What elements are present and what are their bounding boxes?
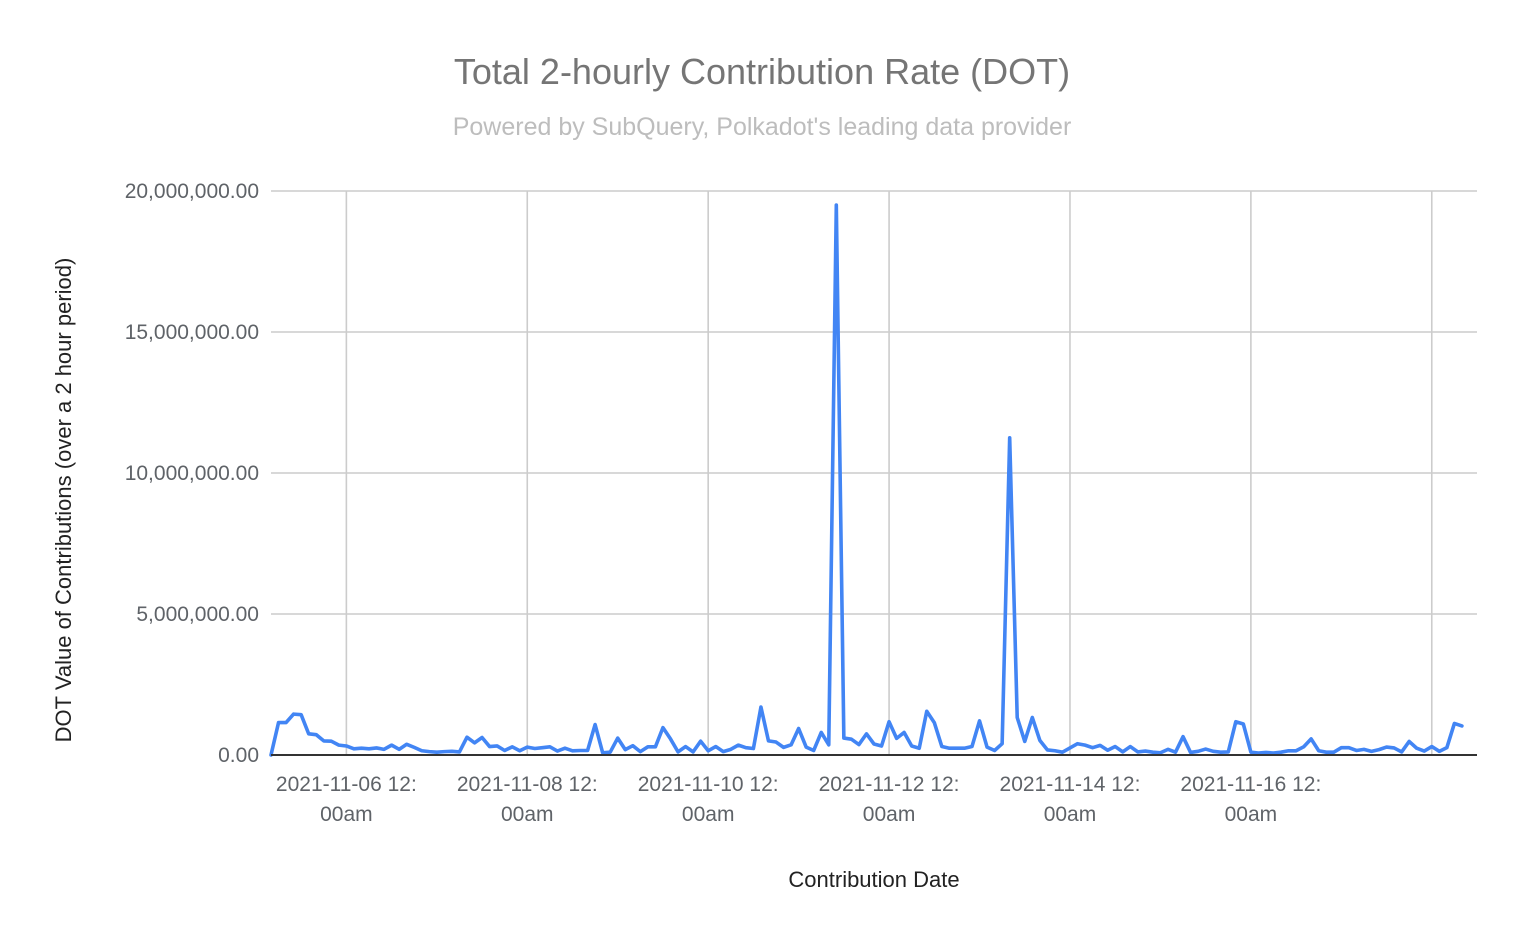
y-tick-label: 0.00 <box>218 744 259 767</box>
x-tick-label-line: 2021-11-10 12: <box>638 773 779 796</box>
y-axis-title: DOT Value of Contributions (over a 2 hou… <box>51 258 76 743</box>
x-tick-label-line: 00am <box>1225 803 1278 826</box>
x-axis-title: Contribution Date <box>788 867 959 892</box>
x-tick-label: 2021-11-16 12: 00am <box>1180 773 1321 826</box>
x-tick-label: 2021-11-06 12: 00am <box>276 773 417 826</box>
chart-title: Total 2-hourly Contribution Rate (DOT) <box>454 51 1070 92</box>
series-layer <box>269 203 1464 757</box>
x-tick-label-line: 00am <box>501 803 554 826</box>
y-tick-label: 10,000,000.00 <box>125 462 259 485</box>
x-tick-label-line: 2021-11-16 12: <box>1180 773 1321 796</box>
x-tick-label: 2021-11-12 12: 00am <box>819 773 960 826</box>
x-tick-label: 2021-11-08 12: 00am <box>457 773 598 826</box>
y-axis-ticks: 0.00 5,000,000.00 10,000,000.00 15,000,000.… <box>125 180 259 767</box>
x-tick-label-line: 2021-11-06 12: <box>276 773 417 796</box>
y-tick-label: 20,000,000.00 <box>125 180 259 203</box>
x-tick-label-line: 2021-11-14 12: <box>1000 773 1141 796</box>
y-tick-label: 15,000,000.00 <box>125 321 259 344</box>
gridlines <box>271 190 1477 755</box>
x-tick-label-line: 2021-11-12 12: <box>819 773 960 796</box>
chart-subtitle: Powered by SubQuery, Polkadot's leading … <box>453 113 1072 141</box>
x-tick-label-line: 00am <box>1044 803 1097 826</box>
y-tick-label: 5,000,000.00 <box>136 603 259 626</box>
x-tick-label: 2021-11-10 12: 00am <box>638 773 779 826</box>
series-line-0 <box>269 203 1464 757</box>
x-tick-label: 2021-11-14 12: 00am <box>1000 773 1141 826</box>
x-tick-label-line: 00am <box>863 803 916 826</box>
x-tick-label-line: 2021-11-08 12: <box>457 773 598 796</box>
x-tick-label-line: 00am <box>682 803 735 826</box>
x-tick-label-line: 00am <box>320 803 373 826</box>
